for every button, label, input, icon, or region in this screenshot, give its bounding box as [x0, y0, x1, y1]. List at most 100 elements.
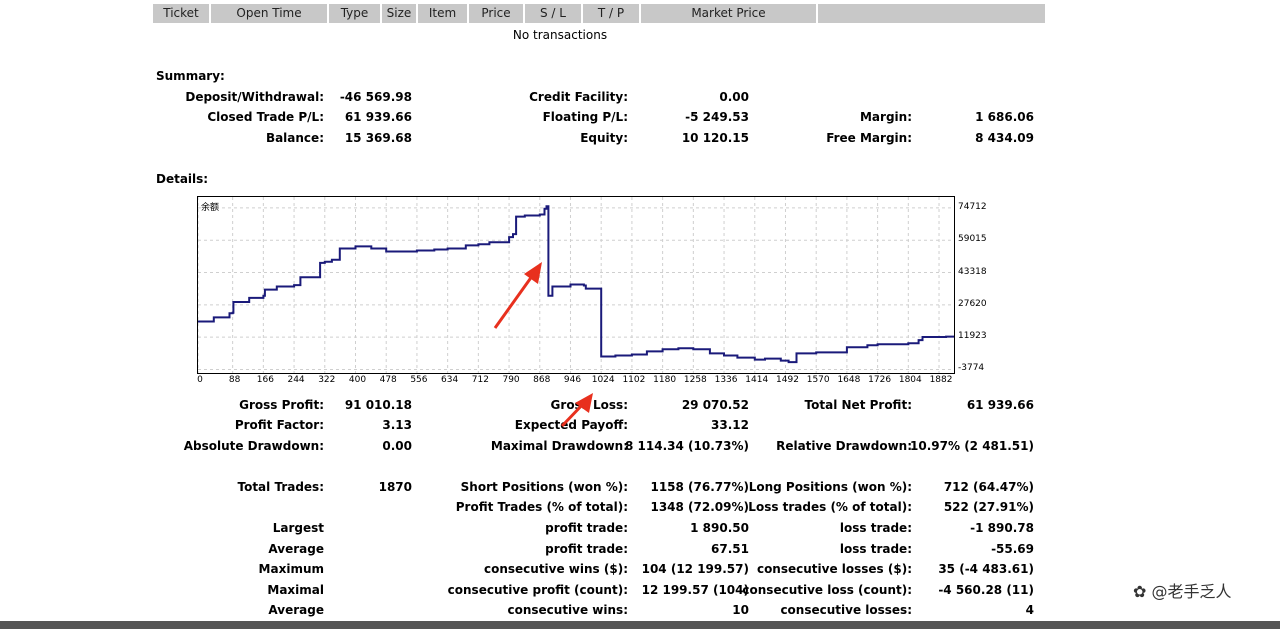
x-tick-label: 322: [318, 375, 336, 385]
credit-label: Credit Facility:: [529, 90, 628, 104]
col-type: Type: [329, 4, 382, 23]
profit-factor-label: Profit Factor:: [234, 418, 324, 432]
x-tick-label: 1804: [898, 375, 922, 385]
y-tick-label: 27620: [958, 298, 987, 309]
long-value: 712 (64.47%): [943, 480, 1034, 494]
abs-dd-label: Absolute Drawdown:: [183, 439, 324, 453]
gross-profit-value: 91 010.18: [344, 398, 412, 412]
x-tick-label: 1492: [776, 375, 799, 385]
x-tick-label: 712: [471, 375, 489, 385]
largest-loss-value: -1 890.78: [970, 521, 1034, 535]
rel-dd-label: Relative Drawdown:: [776, 439, 912, 453]
short-value: 1158 (76.77%): [650, 480, 749, 494]
largest-loss-label: loss trade:: [839, 521, 912, 535]
watermark-text: @老手乏人: [1151, 582, 1232, 601]
col-empty: [818, 4, 1045, 23]
x-tick-label: 478: [379, 375, 397, 385]
y-tick-label: 11923: [958, 331, 987, 342]
x-tick-label: 400: [348, 375, 367, 385]
watermark-logo-icon: ✿: [1133, 582, 1147, 601]
chart-title: 余额: [201, 203, 220, 213]
average-profit-label: profit trade:: [545, 542, 628, 556]
watermark: ✿ @老手乏人: [1133, 578, 1232, 602]
bottom-bar: [0, 621, 1280, 629]
x-tick-label: 1258: [683, 375, 707, 385]
largest-profit-value: 1 890.50: [690, 521, 749, 535]
equity-value: 10 120.15: [681, 131, 749, 145]
margin-label: Margin:: [859, 110, 912, 124]
profit-factor-value: 3.13: [382, 418, 412, 432]
loss-trades-label: Loss trades (% of total):: [748, 500, 912, 514]
deposit-value: -46 569.98: [339, 90, 412, 104]
x-tick-label: 1180: [653, 375, 677, 385]
total-trades-value: 1870: [378, 480, 412, 494]
summary-title: Summary:: [156, 69, 225, 83]
avg-losses-value: 4: [1025, 603, 1034, 617]
details-title: Details:: [156, 172, 209, 186]
maximal-label: Maximal: [267, 583, 324, 597]
maximal-profit-label: consecutive profit (count):: [447, 583, 628, 597]
long-label: Long Positions (won %):: [748, 480, 912, 494]
col-price: Price: [469, 4, 525, 23]
col-open-time: Open Time: [211, 4, 329, 23]
abs-dd-value: 0.00: [382, 439, 412, 453]
equity-label: Equity:: [580, 131, 628, 145]
balance-chart-svg: [197, 197, 955, 373]
average-label: Average: [268, 542, 324, 556]
max-losses-label: consecutive losses ($):: [756, 562, 912, 576]
x-tick-label: 556: [410, 375, 428, 385]
no-transactions: No transactions: [512, 28, 608, 42]
x-tick-label: 868: [533, 375, 551, 385]
max-losses-value: 35 (-4 483.61): [938, 562, 1034, 576]
maximum-label: Maximum: [258, 562, 324, 576]
average-profit-value: 67.51: [711, 542, 749, 556]
avg-losses-label: consecutive losses:: [780, 603, 912, 617]
floating-value: -5 249.53: [685, 110, 749, 124]
x-tick-label: 1102: [622, 375, 646, 385]
expected-payoff-value: 33.12: [711, 418, 749, 432]
profit-trades-label: Profit Trades (% of total):: [455, 500, 628, 514]
y-tick-label: 59015: [958, 234, 987, 245]
floating-label: Floating P/L:: [542, 110, 628, 124]
free-margin-label: Free Margin:: [826, 131, 912, 145]
x-tick-label: 634: [441, 375, 459, 385]
col-sl: S / L: [525, 4, 583, 23]
largest-label: Largest: [272, 521, 324, 535]
balance-value: 15 369.68: [344, 131, 412, 145]
maximal-loss-value: -4 560.28 (11): [938, 583, 1034, 597]
x-tick-label: 1726: [868, 375, 892, 385]
closed-label: Closed Trade P/L:: [207, 110, 324, 124]
max-wins-value: 104 (12 199.57): [641, 562, 749, 576]
gross-loss-value: 29 070.52: [681, 398, 749, 412]
expected-payoff-label: Expected Payoff:: [514, 418, 628, 432]
balance-series-line: [198, 205, 955, 364]
maximal-profit-value: 12 199.57 (104): [641, 583, 749, 597]
margin-value: 1 686.06: [975, 110, 1034, 124]
x-tick-label: 1414: [745, 375, 769, 385]
x-tick-label: 1024: [591, 375, 615, 385]
gross-profit-label: Gross Profit:: [239, 398, 324, 412]
net-profit-label: Total Net Profit:: [804, 398, 912, 412]
profit-trades-value: 1348 (72.09%): [650, 500, 749, 514]
x-tick-label: 166: [256, 375, 274, 385]
col-size: Size: [382, 4, 418, 23]
max-dd-value: 8 114.34 (10.73%): [625, 439, 749, 453]
balance-label: Balance:: [265, 131, 324, 145]
col-tp: T / P: [583, 4, 641, 23]
short-label: Short Positions (won %):: [460, 480, 628, 494]
largest-profit-label: profit trade:: [545, 521, 628, 535]
x-tick-label: 790: [502, 375, 520, 385]
avg-wins-value: 10: [732, 603, 749, 617]
y-tick-label: 74712: [958, 201, 987, 212]
average-loss-value: -55.69: [991, 542, 1034, 556]
avg-wins-label: consecutive wins:: [507, 603, 628, 617]
max-wins-label: consecutive wins ($):: [483, 562, 628, 576]
average-loss-label: loss trade:: [839, 542, 912, 556]
credit-value: 0.00: [719, 90, 749, 104]
col-item: Item: [418, 4, 469, 23]
col-market-price: Market Price: [641, 4, 818, 23]
average2-label: Average: [268, 603, 324, 617]
x-tick-label: 946: [563, 375, 582, 385]
y-tick-label: 43318: [958, 266, 987, 277]
x-tick-label: 1570: [806, 375, 830, 385]
